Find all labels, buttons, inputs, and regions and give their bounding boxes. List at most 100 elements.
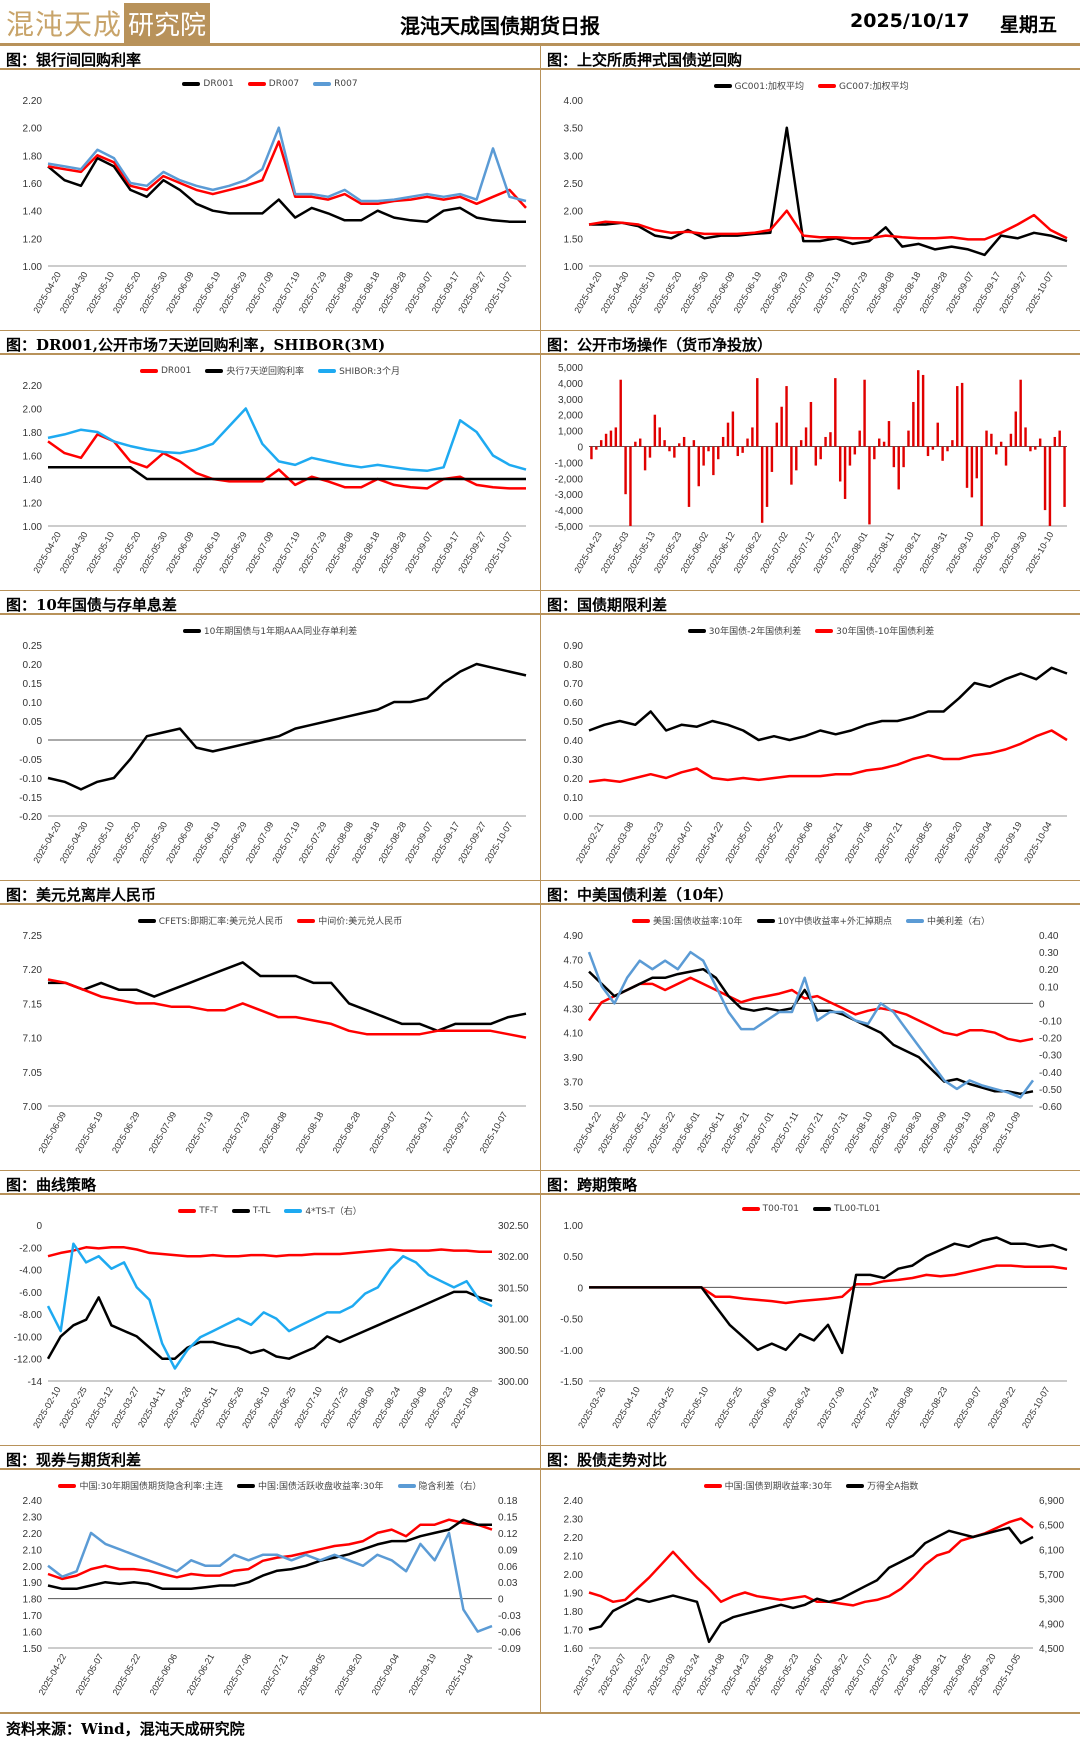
y-tick-label: 1.60 [23, 179, 43, 190]
legend-swatch [703, 1483, 722, 1488]
legend-item: 隐含利差（右） [397, 1479, 482, 1492]
bar [965, 446, 969, 488]
x-tick-label: 2025-10-04 [444, 1652, 476, 1697]
panel-title-interbank-repo-rates: 图：银行间回购利率 [0, 45, 540, 70]
chart-usd-cnh: 7.00 7.05 7.10 7.15 7.20 7.25 2025-06-09 2025-0… [0, 905, 540, 1170]
legend-swatch [297, 918, 316, 923]
bar [673, 446, 676, 458]
series-line-1 [47, 1518, 493, 1581]
y-tick-label: -14 [28, 1377, 43, 1388]
y-tick-label: 1.20 [23, 234, 43, 245]
chart-canvas: 1.001.502.002.503.003.504.002025-04-2020… [564, 96, 1068, 315]
y2-tick-label: 0.12 [498, 1529, 518, 1540]
bar [926, 446, 930, 457]
bar [980, 446, 983, 526]
y2-tick-label: 4,500 [1039, 1644, 1064, 1655]
legend-item: SHIBOR:3个月 [318, 364, 400, 377]
legend-swatch [58, 1483, 77, 1488]
legend-item: DR001 [182, 79, 234, 89]
bar [804, 427, 808, 447]
legend-label: 隐含利差（右） [418, 1482, 482, 1492]
y-tick-label: 0.00 [564, 812, 584, 823]
x-tick-label: 2025-08-18 [294, 1110, 326, 1155]
y-tick-label: 2.20 [23, 381, 43, 392]
bar [995, 446, 998, 455]
x-tick-label: 2025-09-22 [986, 1385, 1018, 1430]
bar [1019, 379, 1022, 447]
legend-swatch [236, 1483, 255, 1488]
bar [731, 411, 735, 447]
y-tick-label: -12.00 [14, 1355, 43, 1366]
bar [760, 446, 764, 523]
x-tick-label: 2025-10-07 [1020, 1385, 1052, 1430]
y-tick-label: 2.30 [23, 1512, 43, 1523]
bar [848, 446, 852, 466]
bar [653, 414, 657, 447]
y-tick-label: 1.70 [564, 1626, 584, 1637]
chart-legend: DR001 央行7天逆回购利率 SHIBOR:3个月 [0, 364, 540, 377]
bar [590, 446, 593, 460]
y2-tick-label: -0.10 [1039, 1017, 1062, 1028]
legend-item: TF-T [178, 1204, 218, 1217]
y-tick-label: 1.90 [23, 1578, 43, 1589]
bar [751, 427, 754, 447]
y-tick-label: 2.10 [23, 1545, 43, 1556]
x-tick-label: 2025-03-08 [604, 820, 636, 865]
bar [1009, 433, 1013, 447]
legend-item: T00-T01 [741, 1204, 799, 1214]
y-tick-label: -3,000 [555, 490, 584, 501]
legend-label: DR007 [268, 79, 300, 89]
y2-tick-label: 0.09 [498, 1545, 518, 1556]
y-tick-label: 0.25 [23, 641, 43, 652]
x-tick-label: 2025-06-21 [185, 1652, 217, 1697]
y-tick-label: 2.20 [23, 1529, 43, 1540]
x-tick-label: 2025-07-09 [147, 1110, 179, 1155]
y-tick-label: 2.50 [564, 179, 584, 190]
y2-tick-label: 4,900 [1039, 1619, 1064, 1630]
series-line-2 [589, 1236, 1068, 1355]
bar [941, 446, 944, 461]
y-tick-label: -0.15 [19, 793, 42, 804]
bar [1053, 436, 1057, 447]
bar [697, 446, 700, 487]
panel-title-cash-futures-spread: 图：现券与期货利差 [0, 1445, 540, 1470]
y-tick-label: 0.90 [564, 641, 584, 652]
bar [1024, 427, 1027, 447]
y2-tick-label: -0.20 [1039, 1034, 1062, 1045]
series-line-1 [47, 156, 526, 223]
legend-swatch [631, 918, 650, 923]
y-tick-label: 1.20 [23, 499, 43, 510]
y-tick-label: 0.10 [23, 698, 43, 709]
y2-tick-label: 6,900 [1039, 1496, 1064, 1507]
bar [897, 446, 900, 490]
y-tick-label: 1.90 [564, 1589, 584, 1600]
series-line-3 [46, 1242, 493, 1370]
legend-swatch [756, 918, 775, 923]
y-tick-label: 1.80 [23, 151, 43, 162]
legend-item: DR001 [139, 364, 191, 377]
chart-interbank-repo-rates: 1.00 1.20 1.40 1.60 1.80 2.00 2.20 2025-04-20 20… [0, 70, 540, 330]
x-tick-label: 2025-10-10 [1024, 530, 1056, 575]
bar [863, 379, 866, 447]
series-line-3 [47, 1531, 493, 1633]
y-tick-label: -5,000 [555, 522, 584, 533]
y2-tick-label: 0.10 [1039, 982, 1059, 993]
legend-item: GC007:加权平均 [818, 79, 908, 92]
y-tick-label: -1.50 [560, 1377, 583, 1388]
y-tick-label: 4.90 [564, 931, 584, 942]
y2-tick-label: 5,700 [1039, 1570, 1064, 1581]
bar [599, 440, 603, 447]
y-tick-label: 0.60 [564, 698, 584, 709]
chart-cn-us-spread: 3.50 3.70 3.90 4.10 4.30 4.50 4.70 4.90 -0.60 -0.… [540, 905, 1080, 1170]
y-tick-label: 0.50 [564, 717, 584, 728]
bar [624, 446, 627, 495]
bar [829, 432, 832, 447]
legend-label: 中间价:美元兑人民币 [318, 917, 403, 927]
x-tick-label: 2025-07-21 [873, 820, 905, 865]
legend-item: 30年国债-2年国债利差 [687, 624, 801, 637]
y2-tick-label: 302.50 [498, 1221, 529, 1232]
chart-canvas: -14 -12.00 -10.00 -8.00 -6.00 -4.00 -2.00 0 300.… [14, 1221, 529, 1430]
legend-label: 央行7天逆回购利率 [226, 367, 305, 377]
y-tick-label: -2.00 [19, 1243, 42, 1254]
chart-canvas: 1.001.201.401.601.802.002.202025-04-2020… [23, 381, 527, 575]
